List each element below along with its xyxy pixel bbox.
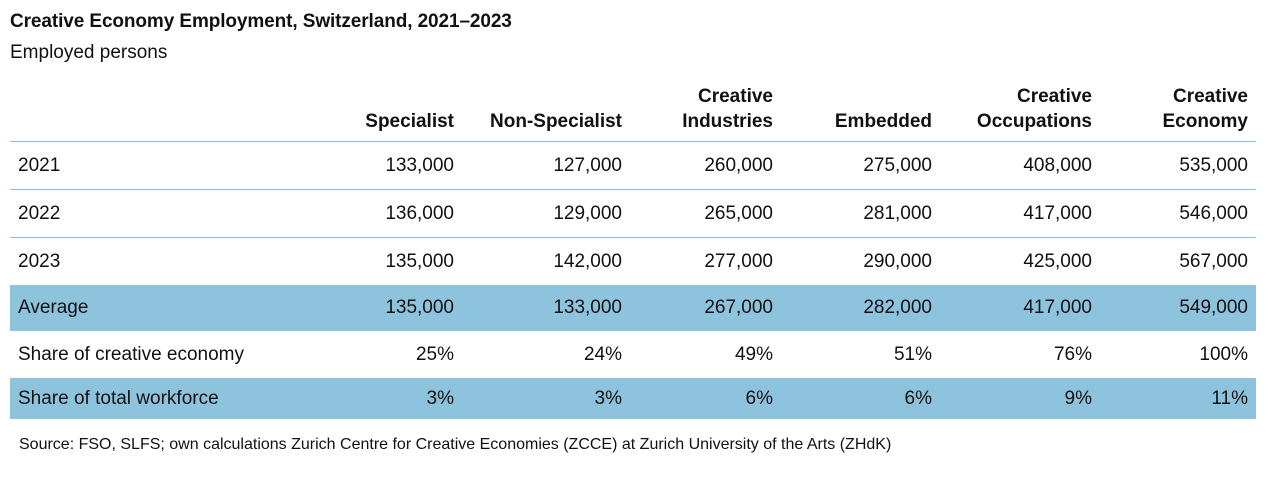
table-cell: 135,000 xyxy=(385,250,454,272)
table-cell: 133,000 xyxy=(330,141,462,190)
table-cell: 6% xyxy=(781,378,940,419)
table-cell: 546,000 xyxy=(1100,189,1256,238)
table-cell: 127,000 xyxy=(462,141,630,190)
chart-subtitle: Employed persons xyxy=(10,42,168,63)
column-header-creative-economy: Creative Economy xyxy=(1100,72,1256,142)
table-cell: 567,000 xyxy=(1179,250,1248,272)
table-cell: 417,000 xyxy=(940,285,1100,331)
table-cell: 49% xyxy=(734,343,773,365)
table-cell: 265,000 xyxy=(630,189,781,238)
header-row: Specialist Non-Specialist Creative Indust… xyxy=(10,72,1256,142)
table-cell: 275,000 xyxy=(781,141,940,190)
table-row-2023: 2023 135,000 142,000 277,000 290,000 425… xyxy=(10,238,1256,286)
table-cell: 408,000 xyxy=(940,141,1100,190)
column-header-non-specialist: Non-Specialist xyxy=(462,72,630,142)
table-row-2021: 2021 133,000 127,000 260,000 275,000 408… xyxy=(10,141,1256,190)
table-cell: 25% xyxy=(415,343,454,365)
column-header-row-label xyxy=(10,72,330,142)
table-row-share-of-total-workforce: Share of total workforce 3% 3% 6% 6% 9% … xyxy=(10,378,1256,419)
table-cell: 133,000 xyxy=(462,285,630,331)
table-cell: 417,000 xyxy=(940,189,1100,238)
chart-title: Creative Economy Employment, Switzerland… xyxy=(10,11,512,32)
table-cell: 282,000 xyxy=(781,285,940,331)
table-cell: 9% xyxy=(940,378,1100,419)
row-label: Average xyxy=(10,285,330,331)
table-cell: 549,000 xyxy=(1100,285,1256,331)
table-cell: 100% xyxy=(1199,343,1248,365)
table-row-2022: 2022 136,000 129,000 265,000 281,000 417… xyxy=(10,189,1256,238)
table-row-share-of-creative-economy: Share of creative economy 25% 24% 49% 51… xyxy=(10,331,1256,378)
row-label: 2023 xyxy=(18,250,61,272)
table-cell: 3% xyxy=(462,378,630,419)
source-note: Source: FSO, SLFS; own calculations Zuri… xyxy=(19,436,892,453)
table-cell: 277,000 xyxy=(704,250,773,272)
column-header-creative-occupations: Creative Occupations xyxy=(940,72,1100,142)
table-cell: 142,000 xyxy=(553,250,622,272)
table-cell: 76% xyxy=(1053,343,1092,365)
column-header-specialist: Specialist xyxy=(330,72,462,142)
table-cell: 535,000 xyxy=(1100,141,1256,190)
table-cell: 24% xyxy=(583,343,622,365)
column-header-creative-industries: Creative Industries xyxy=(630,72,781,142)
table-cell: 260,000 xyxy=(630,141,781,190)
column-header-embedded: Embedded xyxy=(781,72,940,142)
table-cell: 136,000 xyxy=(330,189,462,238)
table-cell: 425,000 xyxy=(1023,250,1092,272)
row-label: Share of creative economy xyxy=(18,343,245,365)
row-label: 2021 xyxy=(10,141,330,190)
table-cell: 129,000 xyxy=(462,189,630,238)
table-cell: 135,000 xyxy=(330,285,462,331)
row-label: Share of total workforce xyxy=(10,378,330,419)
table-cell: 6% xyxy=(630,378,781,419)
table-cell: 51% xyxy=(893,343,932,365)
table-cell: 281,000 xyxy=(781,189,940,238)
table-cell: 11% xyxy=(1100,378,1256,419)
table-row-average: Average 135,000 133,000 267,000 282,000 … xyxy=(10,285,1256,331)
row-label: 2022 xyxy=(10,189,330,238)
table-cell: 3% xyxy=(330,378,462,419)
table-cell: 267,000 xyxy=(630,285,781,331)
employment-table: Specialist Non-Specialist Creative Indust… xyxy=(10,72,1256,419)
table-cell: 290,000 xyxy=(863,250,932,272)
